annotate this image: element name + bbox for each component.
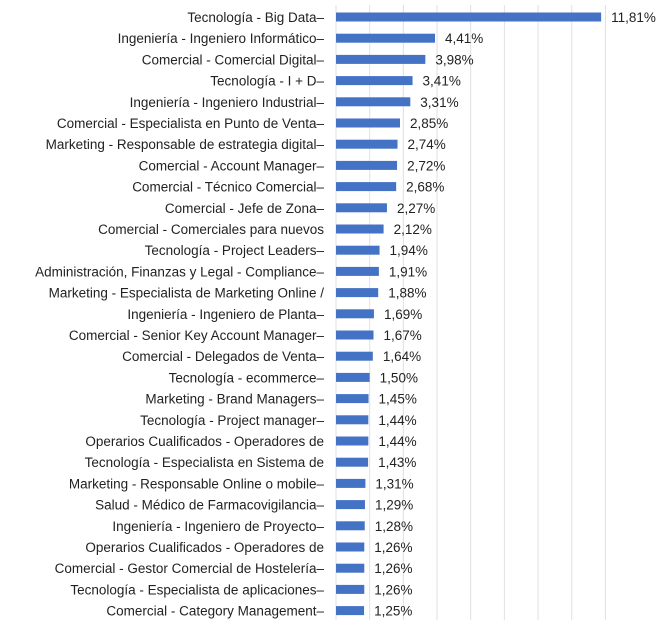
value-label: 1,43% xyxy=(378,455,416,470)
bar xyxy=(336,54,426,64)
bar xyxy=(336,224,384,234)
value-labels: 11,81% 4,41% 3,98% 3,41% 3,31% 2,85% 2,74% 2,72… xyxy=(374,10,656,619)
bar xyxy=(336,97,411,107)
bars xyxy=(336,12,602,616)
category-label: Tecnología - Project manager– xyxy=(140,413,324,428)
value-label: 2,85% xyxy=(410,116,448,131)
category-label: Marketing - Responsable Online o mobile– xyxy=(69,476,325,491)
category-label: Ingeniería - Ingeniero de Proyecto– xyxy=(112,519,324,534)
gridlines xyxy=(335,5,606,620)
value-label: 2,72% xyxy=(407,158,445,173)
value-label: 1,25% xyxy=(374,604,412,619)
value-label: 1,88% xyxy=(388,286,426,301)
value-label: 1,44% xyxy=(378,434,416,449)
category-label: Comercial - Técnico Comercial– xyxy=(132,180,324,195)
bar xyxy=(336,436,369,446)
bar xyxy=(336,563,365,573)
value-label: 1,31% xyxy=(375,476,413,491)
category-label: Comercial - Especialista en Punto de Ven… xyxy=(57,116,325,131)
value-label: 3,41% xyxy=(423,74,461,89)
value-label: 4,41% xyxy=(445,31,483,46)
bar xyxy=(336,457,369,467)
category-label: Marketing - Responsable de estrategia di… xyxy=(46,137,325,152)
bar xyxy=(336,351,373,361)
value-label: 1,69% xyxy=(384,307,422,322)
bar xyxy=(336,372,370,382)
category-label: Comercial - Senior Key Account Manager– xyxy=(69,328,325,343)
category-label: Tecnología - I + D– xyxy=(210,74,324,89)
value-label: 2,68% xyxy=(406,180,444,195)
bar xyxy=(336,542,365,552)
bar xyxy=(336,394,369,404)
bar xyxy=(336,33,436,43)
category-label: Operarios Cualificados - Operadores de xyxy=(85,540,324,555)
value-label: 1,91% xyxy=(389,264,427,279)
category-label: Tecnología - Big Data– xyxy=(187,10,324,25)
category-label: Comercial - Account Manager– xyxy=(139,158,325,173)
bar xyxy=(336,182,397,192)
value-label: 1,26% xyxy=(374,540,412,555)
value-label: 1,45% xyxy=(379,392,417,407)
bar xyxy=(336,330,374,340)
value-label: 3,31% xyxy=(420,95,458,110)
category-label: Administración, Finanzas y Legal - Compl… xyxy=(35,264,324,279)
category-label: Comercial - Delegados de Venta– xyxy=(122,349,324,364)
bar xyxy=(336,288,379,298)
category-label: Comercial - Category Management– xyxy=(106,604,324,619)
category-label: Tecnología - Project Leaders– xyxy=(145,243,325,258)
value-label: 1,64% xyxy=(383,349,421,364)
value-label: 2,27% xyxy=(397,201,435,216)
value-label: 1,29% xyxy=(375,498,413,513)
value-label: 1,28% xyxy=(375,519,413,534)
category-label: Ingeniería - Ingeniero de Planta– xyxy=(127,307,324,322)
category-labels: Tecnología - Big Data– Ingeniería - Ingen… xyxy=(35,10,324,619)
value-label: 1,26% xyxy=(374,561,412,576)
category-label: Salud - Médico de Farmacovigilancia– xyxy=(95,498,324,513)
bar xyxy=(336,478,366,488)
category-label: Comercial - Comercial Digital– xyxy=(142,52,325,67)
bar xyxy=(336,309,374,319)
value-label: 1,67% xyxy=(383,328,421,343)
category-label: Tecnología - Especialista en Sistema de xyxy=(85,455,324,470)
value-label: 2,12% xyxy=(394,222,432,237)
bar xyxy=(336,415,369,425)
bar xyxy=(336,584,365,594)
bar xyxy=(336,76,413,86)
bar xyxy=(336,203,387,213)
category-label: Comercial - Jefe de Zona– xyxy=(165,201,325,216)
category-label: Ingeniería - Ingeniero Informático– xyxy=(118,31,325,46)
bar xyxy=(336,245,380,255)
category-label: Ingeniería - Ingeniero Industrial– xyxy=(130,95,325,110)
category-label: Marketing - Especialista de Marketing On… xyxy=(49,286,325,301)
bar xyxy=(336,606,365,616)
category-label: Comercial - Gestor Comercial de Hosteler… xyxy=(55,561,325,576)
category-label: Operarios Cualificados - Operadores de xyxy=(85,434,324,449)
value-label: 1,50% xyxy=(380,370,418,385)
bar xyxy=(336,500,365,510)
bar xyxy=(336,139,398,149)
bar xyxy=(336,12,602,22)
bar xyxy=(336,266,379,276)
bar xyxy=(336,521,365,531)
value-label: 1,26% xyxy=(374,582,412,597)
category-label: Tecnología - ecommerce– xyxy=(169,370,325,385)
value-label: 11,81% xyxy=(611,10,656,25)
value-label: 1,94% xyxy=(390,243,428,258)
category-label: Comercial - Comerciales para nuevos xyxy=(98,222,324,237)
value-label: 1,44% xyxy=(378,413,416,428)
value-label: 3,98% xyxy=(435,52,473,67)
category-label: Tecnología - Especialista de aplicacione… xyxy=(70,582,324,597)
value-label: 2,74% xyxy=(408,137,446,152)
bar xyxy=(336,160,398,170)
category-label: Marketing - Brand Managers– xyxy=(145,392,324,407)
bar xyxy=(336,118,400,128)
